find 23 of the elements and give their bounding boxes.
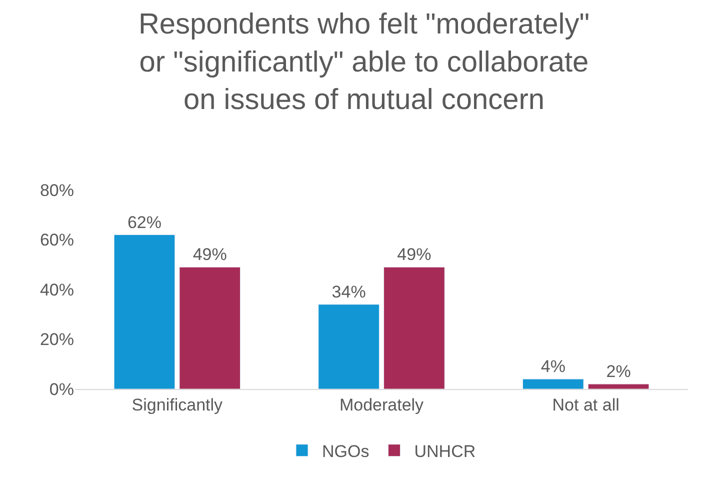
data-label: 2%: [606, 362, 631, 382]
bar: [318, 304, 380, 389]
bar: [522, 378, 584, 389]
x-tick-label: Significantly: [132, 395, 224, 414]
bar: [114, 234, 176, 389]
data-label: 49%: [192, 245, 227, 264]
y-tick-label: 60%: [40, 230, 74, 250]
y-tick-label: 80%: [40, 180, 74, 200]
data-label: 62%: [127, 212, 162, 232]
y-tick-label: 20%: [40, 330, 74, 350]
bar: [384, 266, 445, 389]
bar: [179, 266, 241, 389]
x-tick-label: Not at all: [552, 395, 620, 414]
legend-label: NGOs: [322, 442, 370, 461]
y-tick-label: 40%: [40, 280, 74, 300]
data-label: 34%: [332, 282, 366, 302]
y-tick-label: 0%: [49, 380, 74, 399]
data-label: 49%: [397, 245, 432, 264]
bar: [588, 384, 650, 389]
legend-label: UNHCR: [414, 442, 476, 461]
chart-title: Respondents who felt "moderately" or "significantly" able to collaborate on issues of mutual concern: [138, 8, 590, 116]
x-tick-label: Moderately: [339, 395, 424, 414]
data-label: 4%: [540, 357, 566, 376]
